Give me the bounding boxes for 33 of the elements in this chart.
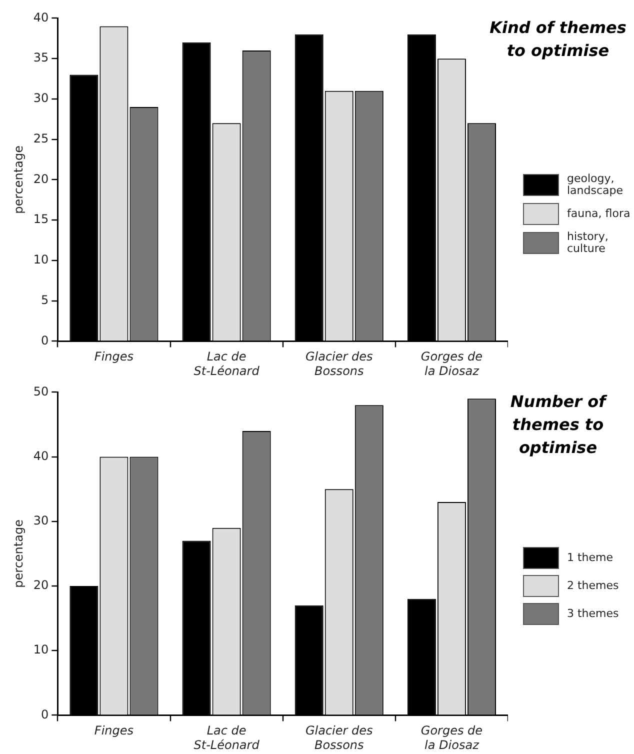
y-tick-label: 20 [33,172,49,186]
y-tick-label: 30 [33,91,49,106]
y-axis-title: percentage [11,146,26,214]
x-tick-label: Lac de St-Léonard [194,350,260,378]
y-tick-label: 25 [33,131,49,146]
y-tick-label: 35 [33,50,49,65]
y-tick-label: 5 [41,292,49,307]
x-tick-label: Finges [94,350,134,364]
y-tick-label: 30 [33,514,49,528]
y-tick-label: 50 [33,384,49,398]
legend-label: geology, landscape [567,172,624,197]
y-tick-label: 10 [33,252,49,267]
legend-label: 2 themes [567,579,619,592]
y-tick-label: 10 [33,642,49,657]
y-tick-label: 0 [41,333,49,348]
y-tick-label: 40 [33,10,49,24]
x-tick-label: Glacier des Bossons [305,350,373,378]
legend-label: 3 themes [567,607,619,620]
legend-label: fauna, flora [567,207,630,220]
x-tick-label: Gorges de la Diosaz [420,350,483,378]
legend-label: history, culture [567,230,610,255]
text: Number of themes to optimise [509,391,608,459]
x-tick-label: Glacier des Bossons [305,724,373,752]
y-axis-title: percentage [11,520,26,588]
x-tick-label: Lac de St-Léonard [194,724,260,752]
x-tick-label: Gorges de la Diosaz [420,724,483,752]
y-tick-label: 40 [33,448,49,463]
x-tick-label: Finges [94,724,134,738]
y-tick-label: 20 [33,578,49,592]
y-tick-label: 0 [41,707,49,722]
y-tick-label: 15 [33,212,49,226]
legend-label: 1 theme [567,551,614,564]
text: Kind of themes to optimise [488,17,628,62]
